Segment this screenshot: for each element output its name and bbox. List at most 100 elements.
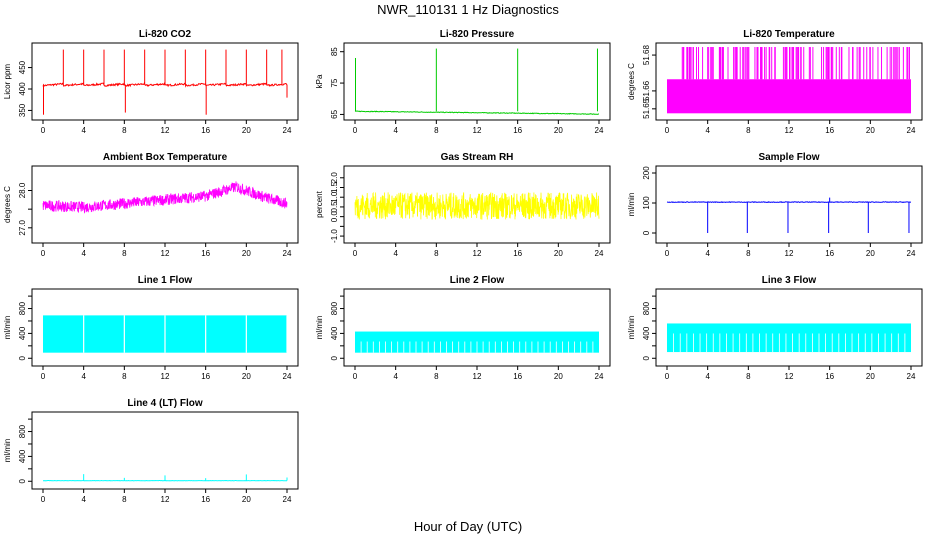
y-tick-label: 800: [330, 301, 339, 315]
x-tick-label: 24: [595, 249, 604, 258]
x-tick-label: 24: [907, 372, 916, 381]
x-tick-label: 8: [122, 495, 127, 504]
series-band: [667, 323, 911, 353]
x-tick-label: 16: [513, 249, 522, 258]
series: [42, 49, 288, 115]
x-tick-label: 8: [434, 126, 439, 135]
chart-panel-9: Line 3 Flow ml/min 0 4 8 12 16 20 24 0 400 800: [627, 275, 923, 381]
series-line: [666, 201, 912, 204]
x-tick-label: 8: [122, 126, 127, 135]
y-axis-label: ml/min: [627, 316, 636, 340]
chart-panel-8: Line 2 Flow ml/min 0 4 8 12 16 20 24 0 400 800: [315, 275, 611, 381]
x-tick-label: 4: [705, 249, 710, 258]
panel-title: Sample Flow: [758, 152, 819, 163]
y-tick-label: -1.0: [330, 229, 339, 243]
figure-xlabel: Hour of Day (UTC): [414, 519, 522, 534]
x-tick-label: 16: [825, 372, 834, 381]
x-tick-label: 4: [81, 249, 86, 258]
x-tick-label: 12: [785, 372, 794, 381]
y-tick-label: 2.0: [330, 172, 339, 184]
x-tick-label: 4: [393, 372, 398, 381]
series: [354, 191, 600, 220]
chart-panel-6: Sample Flow ml/min 0 4 8 12 16 20 24 0 100 200: [627, 152, 923, 258]
x-tick-label: 12: [161, 495, 170, 504]
x-tick-label: 12: [473, 372, 482, 381]
x-tick-label: 8: [746, 372, 751, 381]
x-tick-label: 24: [283, 126, 292, 135]
y-tick-label: 0: [330, 355, 339, 360]
x-tick-label: 16: [201, 249, 210, 258]
figure-title: NWR_110131 1 Hz Diagnostics: [377, 2, 559, 17]
y-tick-label: 400: [642, 326, 651, 340]
chart-panel-7: Line 1 Flow ml/min 0 4 8 12 16 20 24 0 400 800: [3, 275, 299, 381]
x-tick-label: 24: [283, 495, 292, 504]
y-tick-label: 0.5: [330, 201, 339, 213]
x-tick-label: 20: [554, 372, 563, 381]
y-axis-label: Licor ppm: [3, 64, 12, 99]
x-tick-label: 16: [201, 495, 210, 504]
series: [667, 323, 911, 353]
x-tick-label: 0: [41, 372, 46, 381]
plot-frame: [655, 165, 923, 244]
series: [355, 331, 599, 353]
x-tick-label: 0: [665, 372, 670, 381]
x-tick-label: 12: [473, 126, 482, 135]
y-axis-label: ml/min: [315, 316, 324, 340]
series: [42, 181, 288, 214]
chart-panel-4: Ambient Box Temperature degrees C 0 4 8 12 16 2…: [3, 152, 299, 258]
x-tick-label: 0: [353, 249, 358, 258]
x-tick-label: 8: [434, 249, 439, 258]
y-tick-label: 400: [18, 82, 27, 96]
y-axis-label: percent: [315, 190, 324, 217]
x-tick-label: 20: [242, 495, 251, 504]
x-tick-label: 20: [242, 126, 251, 135]
x-tick-label: 12: [161, 372, 170, 381]
y-tick-label: 28.0: [18, 182, 27, 198]
series-line: [354, 191, 600, 220]
x-tick-label: 0: [665, 126, 670, 135]
x-tick-label: 20: [242, 249, 251, 258]
y-tick-label: 1.5: [330, 181, 339, 193]
x-tick-label: 12: [785, 249, 794, 258]
y-tick-label: 65: [330, 109, 339, 118]
y-tick-label: 51.66: [642, 80, 651, 101]
series: [43, 474, 288, 482]
y-axis-label: degrees C: [3, 186, 12, 223]
chart-panel-2: Li-820 Pressure kPa 0 4 8 12 16 20 24 65 75 85: [315, 29, 611, 135]
series: [354, 48, 599, 115]
y-tick-label: 51.65: [642, 98, 651, 119]
x-tick-label: 4: [705, 126, 710, 135]
x-tick-label: 0: [353, 126, 358, 135]
chart-panel-3: Li-820 Temperature degrees C 0 4 8 12 16 20 24 51…: [627, 29, 923, 135]
x-tick-label: 24: [907, 126, 916, 135]
x-tick-label: 20: [554, 249, 563, 258]
x-tick-label: 20: [866, 249, 875, 258]
x-tick-label: 16: [825, 249, 834, 258]
y-tick-label: 450: [18, 60, 27, 74]
x-tick-label: 4: [81, 126, 86, 135]
x-tick-label: 8: [746, 126, 751, 135]
y-tick-label: 800: [18, 424, 27, 438]
x-tick-label: 4: [81, 372, 86, 381]
series-band: [667, 79, 911, 114]
x-tick-label: 8: [746, 249, 751, 258]
x-tick-label: 16: [201, 126, 210, 135]
plot-frame: [31, 165, 299, 244]
x-tick-label: 16: [513, 372, 522, 381]
x-tick-label: 20: [866, 372, 875, 381]
chart-panel-1: Li-820 CO2 Licor ppm 0 4 8 12 16 20 24 350 400 450: [3, 29, 299, 135]
x-tick-label: 20: [866, 126, 875, 135]
x-tick-label: 24: [283, 372, 292, 381]
y-tick-label: 0: [642, 355, 651, 360]
x-tick-label: 16: [825, 126, 834, 135]
y-tick-label: 51.68: [642, 45, 651, 66]
y-axis-label: ml/min: [3, 439, 12, 463]
series: [666, 197, 912, 233]
x-tick-label: 12: [473, 249, 482, 258]
x-tick-label: 24: [595, 372, 604, 381]
x-tick-label: 16: [513, 126, 522, 135]
panel-title: Line 3 Flow: [762, 275, 817, 286]
y-tick-label: 85: [330, 47, 339, 56]
